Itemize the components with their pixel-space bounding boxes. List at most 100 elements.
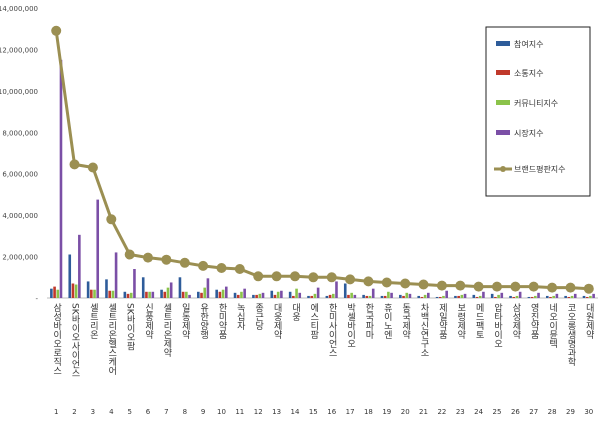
bar-커뮤니티지수-5 — [129, 292, 133, 298]
legend-label: 브랜드평판지수 — [514, 164, 566, 174]
line-point-13 — [271, 271, 282, 282]
line-point-15 — [308, 272, 319, 283]
bar-시장지수-19 — [390, 292, 393, 298]
x-category-label: 동국제약 — [400, 303, 410, 340]
line-series — [51, 25, 594, 294]
bar-커뮤니티지수-25 — [497, 294, 500, 298]
rank-label: 2 — [72, 408, 76, 416]
bar-참여지수-7 — [160, 289, 163, 298]
bar-참여지수-16 — [325, 295, 329, 298]
line-point-23 — [455, 280, 466, 291]
bar-참여지수-24 — [472, 294, 476, 298]
bar-시장지수-20 — [408, 293, 412, 298]
bar-참여지수-2 — [68, 254, 72, 298]
bar-소통지수-20 — [402, 295, 405, 298]
bar-소통지수-18 — [365, 295, 369, 298]
bar-소통지수-12 — [255, 294, 258, 298]
bar-참여지수-23 — [454, 295, 457, 298]
bar-커뮤니티지수-6 — [148, 291, 151, 298]
bar-소통지수-4 — [108, 290, 111, 298]
bar-참여지수-10 — [215, 289, 218, 298]
bar-시장지수-26 — [518, 291, 522, 298]
x-category-label: 신풍제약 — [143, 303, 153, 340]
rank-label: 23 — [456, 408, 465, 416]
x-category-label: 대웅 — [290, 303, 300, 321]
bar-시장지수-4 — [114, 252, 118, 298]
bar-소통지수-13 — [273, 294, 277, 298]
bar-소통지수-23 — [457, 295, 460, 298]
bar-시장지수-3 — [96, 199, 100, 298]
line-point-22 — [436, 280, 447, 291]
bar-소통지수-24 — [475, 296, 479, 298]
bar-커뮤니티지수-29 — [570, 295, 574, 298]
y-tick-label: 10,000,000 — [0, 88, 38, 96]
line-point-28 — [547, 282, 558, 293]
bar-커뮤니티지수-17 — [350, 292, 353, 298]
line-point-8 — [179, 257, 190, 268]
y-tick-label: 8,000,000 — [2, 129, 38, 137]
bar-참여지수-14 — [288, 291, 292, 298]
bar-참여지수-26 — [509, 295, 512, 298]
rank-label: 22 — [437, 408, 446, 416]
legend-swatch — [496, 100, 510, 105]
line-point-29 — [565, 282, 576, 293]
bar-시장지수-9 — [206, 278, 210, 298]
rank-label: 12 — [254, 408, 263, 416]
legend-swatch — [496, 130, 510, 135]
line-point-14 — [290, 271, 300, 282]
bar-커뮤니티지수-24 — [478, 295, 482, 298]
bar-참여지수-20 — [399, 294, 402, 298]
bar-시장지수-11 — [243, 288, 246, 298]
bar-시장지수-21 — [427, 292, 430, 298]
rank-label: 7 — [164, 408, 168, 416]
line-point-25 — [492, 281, 502, 292]
bar-시장지수-12 — [261, 292, 265, 298]
bar-참여지수-5 — [123, 291, 127, 298]
bar-소통지수-6 — [145, 291, 148, 298]
bar-커뮤니티지수-4 — [111, 290, 115, 298]
bar-참여지수-13 — [270, 290, 274, 298]
bar-커뮤니티지수-16 — [331, 293, 335, 298]
bar-커뮤니티지수-30 — [589, 295, 592, 298]
x-category-label: 녹십자 — [235, 303, 245, 331]
x-category-label: 셀트리온헬스케어 — [106, 303, 116, 376]
bar-소통지수-9 — [200, 292, 203, 298]
bar-참여지수-17 — [343, 283, 347, 298]
bar-참여지수-25 — [490, 293, 494, 298]
bar-커뮤니티지수-13 — [276, 291, 280, 298]
bar-소통지수-11 — [236, 294, 240, 298]
y-tick-label: 2,000,000 — [2, 254, 38, 262]
bar-소통지수-22 — [438, 296, 442, 298]
rank-label: 19 — [382, 408, 391, 416]
y-tick-label: 14,000,000 — [0, 5, 38, 13]
line-point-10 — [216, 263, 227, 273]
bar-시장지수-15 — [316, 287, 320, 298]
x-category-label: SK바이오사이언스 — [70, 303, 80, 378]
bar-소통지수-21 — [420, 296, 424, 298]
rank-label: 16 — [327, 408, 336, 416]
line-point-24 — [473, 281, 484, 292]
bar-시장지수-1 — [59, 59, 63, 298]
rank-label: 14 — [291, 408, 300, 416]
bar-참여지수-3 — [86, 281, 90, 298]
line-point-1 — [51, 25, 62, 36]
bar-소통지수-28 — [549, 296, 552, 298]
line-point-20 — [400, 278, 411, 289]
bar-커뮤니티지수-10 — [221, 289, 225, 298]
line-point-19 — [381, 277, 392, 288]
bar-시장지수-17 — [353, 294, 357, 298]
line-point-21 — [418, 279, 429, 290]
bar-시장지수-24 — [482, 291, 485, 298]
bar-커뮤니티지수-3 — [93, 289, 96, 298]
rank-label: 27 — [529, 408, 538, 416]
bar-소통지수-27 — [530, 296, 534, 298]
bar-소통지수-25 — [494, 296, 497, 298]
legend-label: 참여지수 — [514, 39, 543, 49]
rank-label: 26 — [511, 408, 520, 416]
rank-label: 24 — [474, 408, 483, 416]
bar-시장지수-16 — [335, 281, 338, 298]
bar-참여지수-15 — [307, 295, 310, 298]
